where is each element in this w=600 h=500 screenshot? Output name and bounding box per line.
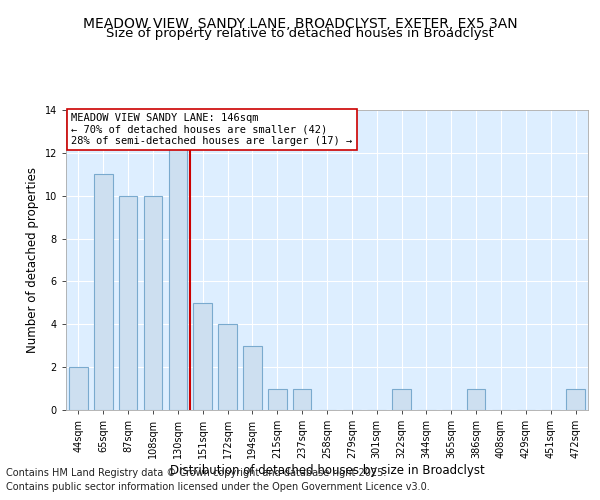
Text: Contains HM Land Registry data © Crown copyright and database right 2025.: Contains HM Land Registry data © Crown c… — [6, 468, 386, 477]
Bar — [119, 196, 137, 410]
Bar — [94, 174, 113, 410]
Text: MEADOW VIEW SANDY LANE: 146sqm
← 70% of detached houses are smaller (42)
28% of : MEADOW VIEW SANDY LANE: 146sqm ← 70% of … — [71, 113, 352, 146]
Y-axis label: Number of detached properties: Number of detached properties — [26, 167, 39, 353]
Bar — [268, 388, 287, 410]
Bar — [293, 388, 311, 410]
Bar — [243, 346, 262, 410]
Bar — [392, 388, 411, 410]
Text: MEADOW VIEW, SANDY LANE, BROADCLYST, EXETER, EX5 3AN: MEADOW VIEW, SANDY LANE, BROADCLYST, EXE… — [83, 18, 517, 32]
Bar — [193, 303, 212, 410]
Text: Contains public sector information licensed under the Open Government Licence v3: Contains public sector information licen… — [6, 482, 430, 492]
Bar — [143, 196, 163, 410]
Bar — [467, 388, 485, 410]
Bar — [566, 388, 585, 410]
Bar — [69, 367, 88, 410]
Text: Size of property relative to detached houses in Broadclyst: Size of property relative to detached ho… — [106, 28, 494, 40]
Bar — [169, 132, 187, 410]
Bar — [218, 324, 237, 410]
X-axis label: Distribution of detached houses by size in Broadclyst: Distribution of detached houses by size … — [170, 464, 484, 477]
